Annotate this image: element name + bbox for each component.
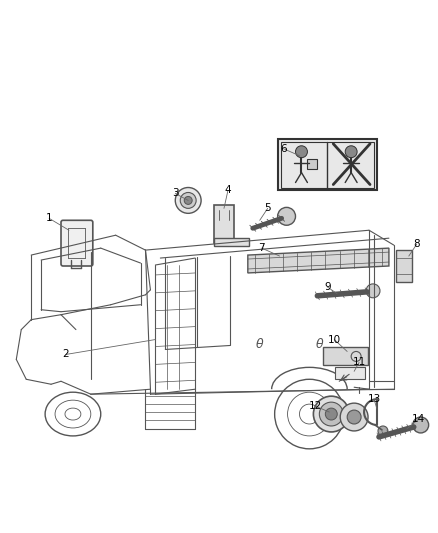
Text: θ: θ xyxy=(256,338,264,351)
Bar xyxy=(323,348,368,365)
Text: 2: 2 xyxy=(63,350,69,359)
Text: 5: 5 xyxy=(265,204,271,213)
Text: 11: 11 xyxy=(353,358,366,367)
Circle shape xyxy=(347,410,361,424)
Circle shape xyxy=(184,197,192,204)
Circle shape xyxy=(296,146,307,158)
Text: 7: 7 xyxy=(258,243,265,253)
Bar xyxy=(214,238,249,246)
Circle shape xyxy=(175,188,201,213)
Circle shape xyxy=(378,426,388,436)
Circle shape xyxy=(340,403,368,431)
Bar xyxy=(396,250,412,282)
Text: 14: 14 xyxy=(412,414,425,424)
Text: θ: θ xyxy=(315,338,323,351)
Circle shape xyxy=(366,284,380,298)
Text: 1: 1 xyxy=(46,213,53,223)
Bar xyxy=(307,159,318,168)
Text: 4: 4 xyxy=(225,185,231,196)
Circle shape xyxy=(413,417,429,433)
Bar xyxy=(278,139,377,190)
Bar xyxy=(281,142,374,188)
Circle shape xyxy=(314,396,349,432)
Text: 3: 3 xyxy=(172,189,179,198)
Text: 10: 10 xyxy=(328,335,341,344)
Circle shape xyxy=(319,402,343,426)
Circle shape xyxy=(180,192,196,208)
Polygon shape xyxy=(248,248,389,273)
Text: 12: 12 xyxy=(309,401,322,411)
Bar xyxy=(214,205,234,243)
Circle shape xyxy=(278,207,296,225)
Text: 13: 13 xyxy=(367,394,381,404)
Text: 6: 6 xyxy=(280,144,287,154)
Bar xyxy=(335,367,365,379)
Circle shape xyxy=(325,408,337,420)
Text: 8: 8 xyxy=(413,239,420,249)
FancyBboxPatch shape xyxy=(61,220,93,266)
Circle shape xyxy=(345,146,357,158)
Text: 9: 9 xyxy=(324,282,331,292)
